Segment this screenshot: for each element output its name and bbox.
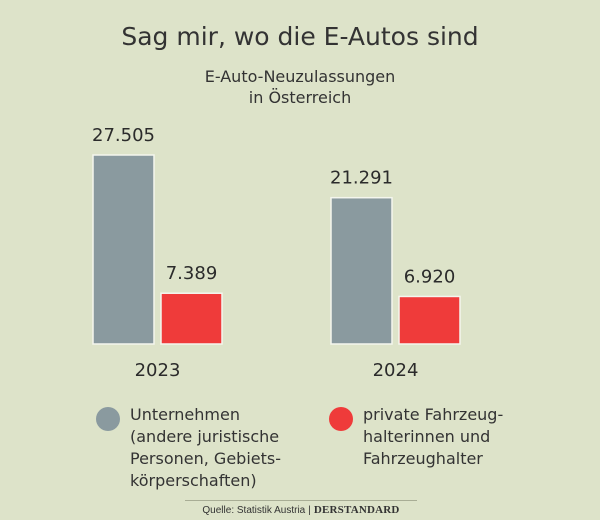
bar-2023-series-0: [92, 154, 155, 345]
value-label-2024-series-1: 6.920: [404, 266, 456, 287]
bar-2024-series-0: [330, 196, 393, 345]
category-label-2024: 2024: [373, 360, 419, 381]
chart-subtitle: E-Auto-Neuzulassungen in Österreich: [0, 66, 600, 108]
legend-label-private: private Fahrzeug- halterinnen und Fahrze…: [363, 405, 504, 468]
bar-2024-series-1: [398, 295, 461, 345]
chart-title: Sag mir, wo die E-Autos sind: [121, 22, 479, 51]
brand-logo: DERSTANDARD: [313, 504, 400, 516]
legend-swatch-gray: [96, 407, 120, 431]
value-label-2023-series-1: 7.389: [166, 263, 218, 284]
value-label-2024-series-0: 21.291: [330, 168, 393, 189]
value-label-2023-series-0: 27.505: [92, 125, 155, 146]
chart-subtitle-text: E-Auto-Neuzulassungen in Österreich: [204, 67, 396, 107]
bar-chart: 27.505 7.389 2023 21.291 6.920 2024: [92, 125, 461, 381]
legend-item-private: private Fahrzeug- halterinnen und Fahrze…: [329, 404, 559, 474]
source-line: Quelle: Statistik Austria | DERSTANDARD: [185, 500, 417, 516]
legend-label-unternehmen: Unternehmen (andere juristische Personen…: [130, 405, 281, 490]
source-label: Quelle: Statistik Austria: [202, 505, 306, 516]
legend-swatch-red: [329, 407, 353, 431]
source-separator: |: [308, 505, 311, 516]
category-label-2023: 2023: [135, 360, 181, 381]
bar-2023-series-1: [160, 292, 223, 345]
legend-item-unternehmen: Unternehmen (andere juristische Personen…: [96, 404, 326, 494]
